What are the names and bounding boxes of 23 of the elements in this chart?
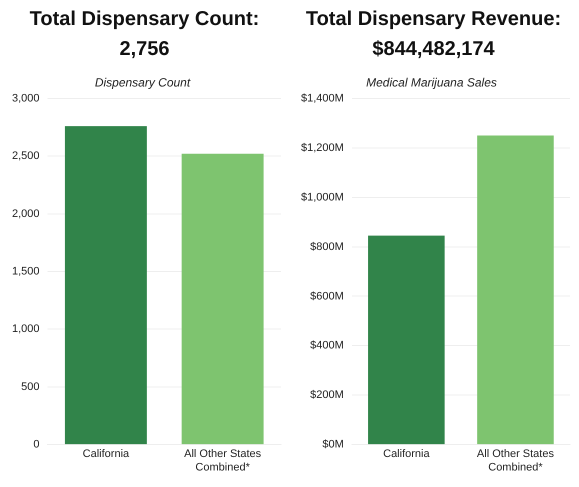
y-tick-label: 2,000 [12, 208, 40, 220]
chart-title: Total Dispensary Count: 2,756 [28, 7, 260, 62]
x-tick-label: All Other States Combined* [476, 448, 554, 474]
y-tick-label: 0 [33, 438, 40, 451]
x-tick-label: California [82, 448, 130, 460]
y-tick-label: $400M [310, 340, 344, 352]
y-tick-label: 1,500 [12, 266, 40, 278]
y-tick-label: $600M [310, 290, 344, 302]
chart-title: Total Dispensary Revenue: $844,482,174 [304, 7, 562, 62]
y-tick-label: $0M [322, 438, 344, 451]
y-tick-label: 3,000 [12, 92, 40, 104]
y-tick-label: 1,000 [12, 323, 40, 336]
y-tick-label: $1,200M [300, 142, 344, 154]
x-tick-label: California [383, 448, 430, 460]
y-tick-label: $800M [310, 240, 344, 253]
y-tick-label: 500 [21, 380, 40, 393]
x-tick-label: All Other States Combined* [184, 448, 262, 474]
chart-subtitle: Medical Marijuana Sales [366, 76, 497, 90]
y-tick-label: 2,500 [12, 150, 40, 162]
y-tick-label: $200M [310, 389, 344, 402]
y-tick-label: $1,400M [300, 92, 344, 104]
y-tick-label: $1,000M [300, 191, 344, 204]
chart-subtitle: Dispensary Count [94, 76, 191, 90]
